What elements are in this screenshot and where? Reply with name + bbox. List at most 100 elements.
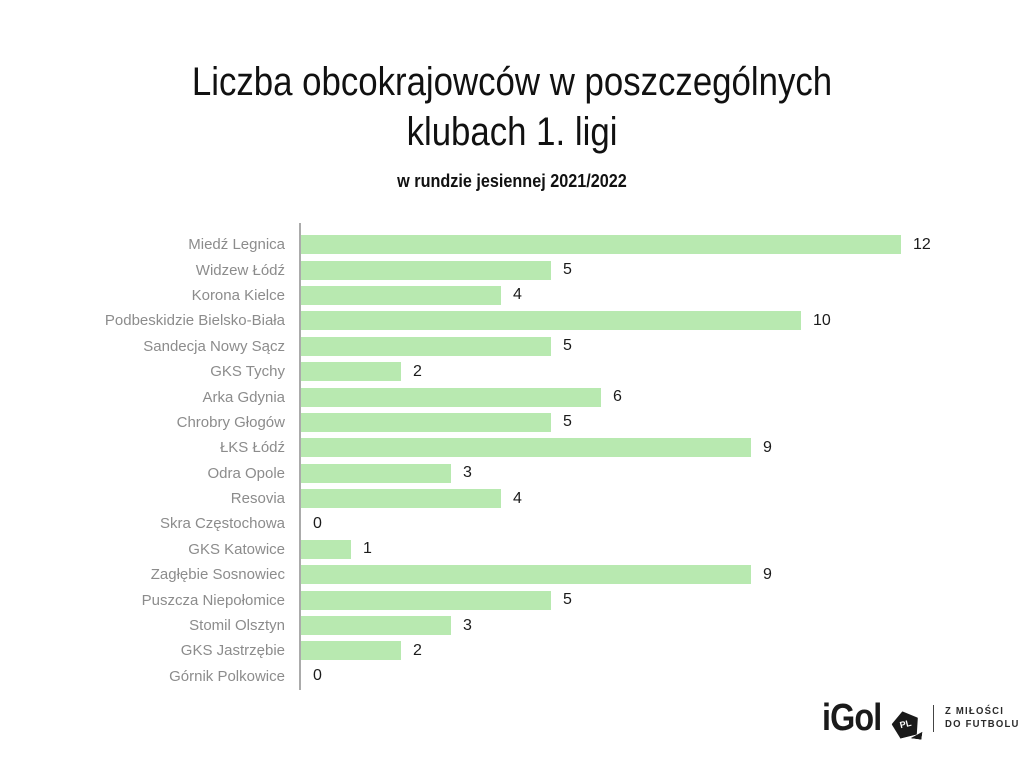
bar: [301, 565, 751, 585]
category-label: Resovia: [230, 490, 285, 508]
chart-title-line2: klubach 1. ligi: [406, 110, 618, 154]
value-label: 1: [363, 540, 372, 558]
category-label: Miedź Legnica: [188, 236, 285, 254]
bar: [301, 362, 401, 382]
chart-row: Podbeskidzie Bielsko-Biała 10: [0, 308, 1024, 333]
bar: [301, 235, 901, 255]
value-label: 12: [913, 235, 931, 253]
chart-row: Sandecja Nowy Sącz 5: [0, 334, 1024, 359]
plot-area: 5: [301, 410, 1024, 435]
chart-row: Skra Częstochowa 0: [0, 511, 1024, 536]
bar: [301, 438, 751, 458]
plot-area: 0: [301, 664, 1024, 689]
value-label: 9: [763, 438, 772, 456]
value-label: 10: [813, 311, 831, 329]
value-label: 9: [763, 565, 772, 583]
chart-row: GKS Tychy 2: [0, 359, 1024, 384]
value-label: 3: [463, 616, 472, 634]
category-label: Widzew Łódź: [195, 261, 285, 279]
value-label: 6: [613, 388, 622, 406]
chart-row: Puszcza Niepołomice 5: [0, 587, 1024, 612]
plot-area: 4: [301, 486, 1024, 511]
plot-area: 1: [301, 537, 1024, 562]
plot-area: 0: [301, 511, 1024, 536]
chart-row: GKS Jastrzębie 2: [0, 638, 1024, 663]
category-label: Zagłębie Sosnowiec: [150, 566, 285, 584]
value-label: 0: [313, 514, 322, 532]
chart-subtitle: w rundzie jesiennej 2021/2022: [397, 171, 627, 191]
chart-row: Widzew Łódź 5: [0, 257, 1024, 282]
category-label: GKS Tychy: [210, 363, 285, 381]
igol-logo: iGol PL Z MIŁOŚCI DO FUTBOLU: [822, 699, 1023, 737]
plot-area: 3: [301, 613, 1024, 638]
chart-row: Resovia 4: [0, 486, 1024, 511]
value-label: 2: [413, 641, 422, 659]
category-label: Stomil Olsztyn: [189, 617, 285, 635]
chart-row: Górnik Polkowice 0: [0, 664, 1024, 689]
plot-area: 3: [301, 461, 1024, 486]
bar: [301, 641, 401, 661]
y-axis-line: [299, 223, 301, 690]
bar: [301, 311, 801, 331]
chart-row: Odra Opole 3: [0, 461, 1024, 486]
chart-row: Chrobry Głogów 5: [0, 410, 1024, 435]
logo-tagline-line2: DO FUTBOLU: [944, 718, 1020, 730]
bar: [301, 590, 551, 610]
plot-area: 5: [301, 334, 1024, 359]
pl-pentagon-icon: PL: [892, 711, 919, 737]
category-label: Korona Kielce: [191, 286, 285, 304]
bar: [301, 336, 551, 356]
value-label: 5: [563, 337, 572, 355]
logo-divider: [932, 705, 934, 732]
bar: [301, 539, 351, 559]
value-label: 5: [563, 591, 572, 609]
bar: [301, 412, 551, 432]
plot-area: 5: [301, 587, 1024, 612]
plot-area: 4: [301, 283, 1024, 308]
bar: [301, 616, 451, 636]
value-label: 2: [413, 362, 422, 380]
category-label: Odra Opole: [207, 464, 285, 482]
value-label: 4: [513, 489, 522, 507]
category-label: GKS Katowice: [188, 540, 285, 558]
value-label: 5: [563, 413, 572, 431]
category-label: Górnik Polkowice: [169, 667, 285, 685]
value-label: 0: [313, 667, 322, 685]
plot-area: 12: [301, 232, 1024, 257]
bar-chart: Miedź Legnica 12 Widzew Łódź 5 Korona Ki…: [0, 232, 1024, 689]
plot-area: 9: [301, 562, 1024, 587]
igol-wordmark: iGol: [822, 697, 882, 739]
category-label: Sandecja Nowy Sącz: [143, 337, 285, 355]
chart-row: ŁKS Łódź 9: [0, 435, 1024, 460]
category-label: GKS Jastrzębie: [180, 642, 285, 660]
chart-row: Miedź Legnica 12: [0, 232, 1024, 257]
category-label: Skra Częstochowa: [159, 515, 285, 533]
chart-row: Zagłębie Sosnowiec 9: [0, 562, 1024, 587]
bar: [301, 463, 451, 483]
bar: [301, 489, 501, 509]
value-label: 3: [463, 464, 472, 482]
chart-row: Stomil Olsztyn 3: [0, 613, 1024, 638]
logo-tagline: Z MIŁOŚCI DO FUTBOLU: [945, 706, 1020, 731]
category-label: Puszcza Niepołomice: [141, 591, 285, 609]
category-label: Podbeskidzie Bielsko-Biała: [104, 312, 285, 330]
plot-area: 10: [301, 308, 1024, 333]
plot-area: 9: [301, 435, 1024, 460]
bar: [301, 285, 501, 305]
plot-area: 2: [301, 638, 1024, 663]
logo-tagline-line1: Z MIŁOŚCI: [944, 706, 1005, 717]
plot-area: 6: [301, 384, 1024, 409]
plot-area: 5: [301, 257, 1024, 282]
bar: [301, 260, 551, 280]
value-label: 4: [513, 286, 522, 304]
category-label: Arka Gdynia: [202, 388, 285, 406]
chart-row: Arka Gdynia 6: [0, 384, 1024, 409]
category-label: ŁKS Łódź: [219, 439, 285, 457]
chart-title-line1: Liczba obcokrajowców w poszczególnych: [191, 60, 833, 104]
plot-area: 2: [301, 359, 1024, 384]
value-label: 5: [563, 261, 572, 279]
bar: [301, 387, 601, 407]
chart-row: GKS Katowice 1: [0, 537, 1024, 562]
category-label: Chrobry Głogów: [176, 413, 285, 431]
